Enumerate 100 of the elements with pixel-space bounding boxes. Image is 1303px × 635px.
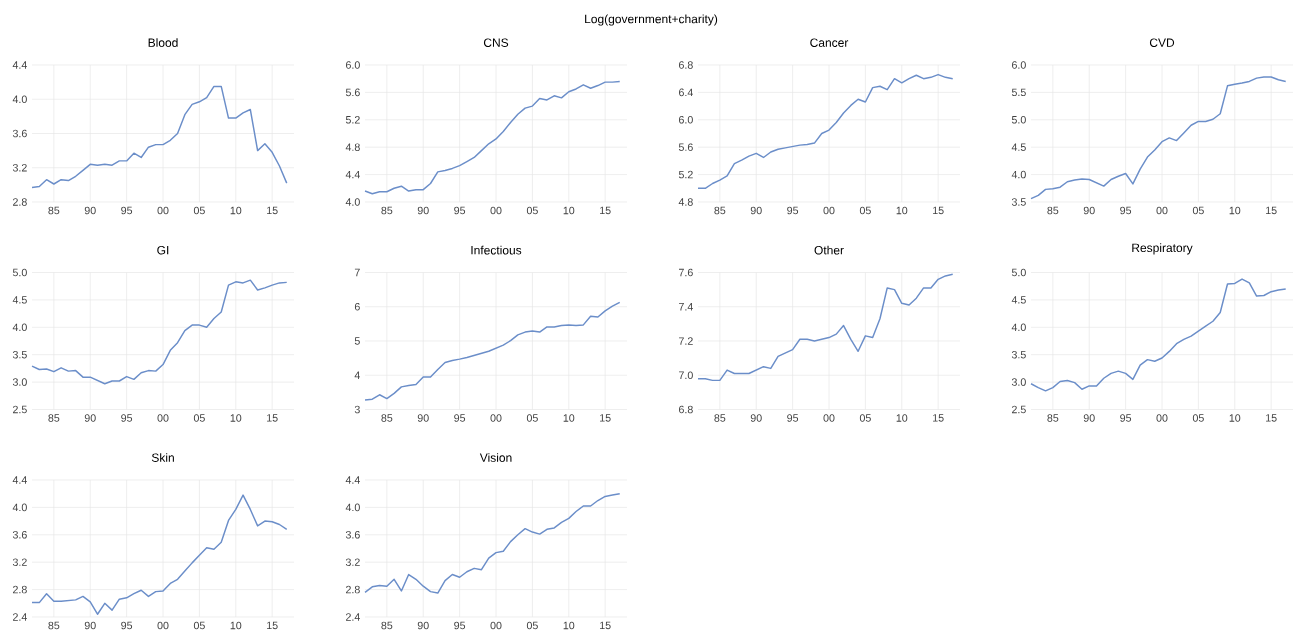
x-tick-label: 85 bbox=[48, 414, 60, 422]
y-tick-label: 6 bbox=[354, 302, 360, 311]
y-tick-label: 5.0 bbox=[12, 268, 27, 277]
x-tick-label: 95 bbox=[121, 414, 133, 422]
x-tick-label: 05 bbox=[193, 206, 205, 215]
y-tick-label: 4.4 bbox=[345, 170, 360, 179]
y-tick-label: 3.0 bbox=[1011, 378, 1026, 386]
x-tick-label: 15 bbox=[600, 414, 611, 422]
x-tick-label: 90 bbox=[1083, 206, 1095, 215]
x-tick-label: 90 bbox=[750, 414, 762, 422]
x-tick-label: 05 bbox=[526, 206, 538, 215]
x-tick-label: 05 bbox=[1192, 206, 1204, 215]
y-tick-label: 4.4 bbox=[345, 476, 360, 484]
x-tick-label: 85 bbox=[48, 206, 60, 215]
x-tick-label: 10 bbox=[896, 414, 908, 422]
x-tick-label: 00 bbox=[490, 414, 502, 422]
x-tick-label: 10 bbox=[1229, 414, 1241, 422]
y-tick-label: 5.0 bbox=[1011, 268, 1026, 277]
y-tick-label: 7 bbox=[354, 268, 360, 277]
x-tick-label: 00 bbox=[157, 621, 169, 630]
chart-title: Vision bbox=[479, 453, 512, 462]
x-tick-label: 10 bbox=[230, 206, 242, 215]
y-tick-label: 4.0 bbox=[12, 95, 27, 104]
x-tick-label: 95 bbox=[121, 621, 133, 630]
x-tick-label: 15 bbox=[267, 414, 278, 422]
y-tick-label: 5.2 bbox=[678, 170, 693, 179]
y-tick-label: 2.4 bbox=[346, 613, 360, 621]
y-tick-label: 5.0 bbox=[1011, 116, 1026, 124]
y-tick-label: 4.0 bbox=[345, 503, 360, 512]
x-tick-label: 05 bbox=[526, 621, 538, 630]
x-tick-label: 10 bbox=[896, 206, 908, 215]
x-tick-label: 15 bbox=[933, 414, 944, 422]
y-tick-label: 4.5 bbox=[12, 296, 27, 304]
x-tick-label: 05 bbox=[193, 621, 205, 630]
y-tick-label: 4.0 bbox=[345, 198, 360, 206]
x-tick-label: 00 bbox=[823, 414, 835, 422]
x-tick-label: 00 bbox=[823, 206, 835, 215]
x-tick-label: 85 bbox=[381, 414, 393, 422]
x-tick-label: 95 bbox=[454, 206, 466, 215]
y-tick-label: 4.0 bbox=[1011, 170, 1026, 179]
x-tick-label: 00 bbox=[1156, 414, 1168, 422]
y-tick-label: 4.0 bbox=[1011, 323, 1026, 332]
y-tick-label: 3.2 bbox=[12, 163, 27, 172]
y-tick-label: 4.5 bbox=[1011, 143, 1026, 151]
x-tick-label: 95 bbox=[121, 206, 133, 215]
x-tick-label: 10 bbox=[230, 621, 242, 630]
y-tick-label: 7.0 bbox=[679, 371, 693, 380]
y-tick-label: 7.4 bbox=[679, 303, 693, 311]
y-tick-label: 2.8 bbox=[13, 585, 27, 594]
y-tick-label: 6.8 bbox=[679, 61, 693, 69]
x-tick-label: 15 bbox=[267, 206, 278, 215]
x-tick-label: 90 bbox=[750, 206, 762, 215]
x-tick-label: 90 bbox=[417, 414, 429, 422]
y-tick-label: 4.4 bbox=[12, 61, 27, 69]
y-tick-label: 3.0 bbox=[12, 378, 27, 386]
y-tick-label: 3 bbox=[354, 405, 360, 414]
x-tick-label: 15 bbox=[1266, 206, 1277, 215]
chart-title: Infectious bbox=[471, 245, 522, 255]
x-tick-label: 95 bbox=[787, 206, 799, 215]
x-tick-label: 10 bbox=[230, 414, 242, 422]
y-tick-label: 3.6 bbox=[12, 531, 27, 539]
y-tick-label: 4.0 bbox=[12, 503, 27, 512]
x-tick-label: 85 bbox=[48, 621, 60, 630]
line-series bbox=[364, 492, 621, 594]
y-tick-label: 4.8 bbox=[345, 143, 360, 151]
y-tick-label: 2.5 bbox=[1012, 405, 1026, 414]
y-tick-label: 4.5 bbox=[1011, 296, 1026, 304]
x-tick-label: 85 bbox=[381, 621, 393, 630]
y-tick-label: 4 bbox=[354, 371, 360, 379]
x-tick-label: 15 bbox=[933, 206, 944, 215]
x-tick-label: 05 bbox=[193, 414, 205, 422]
x-tick-label: 90 bbox=[417, 206, 429, 215]
x-tick-label: 10 bbox=[563, 621, 575, 630]
y-tick-label: 2.8 bbox=[346, 585, 360, 594]
chart-title: GI bbox=[157, 245, 169, 255]
y-tick-label: 4.8 bbox=[678, 198, 693, 206]
line-series bbox=[31, 85, 288, 189]
y-tick-label: 5 bbox=[354, 337, 360, 345]
chart-title: CVD bbox=[1149, 38, 1175, 47]
line-series bbox=[1030, 278, 1287, 392]
x-tick-label: 95 bbox=[787, 414, 799, 422]
chart-title: Cancer bbox=[810, 38, 849, 47]
x-tick-label: 10 bbox=[563, 206, 575, 215]
x-tick-label: 90 bbox=[1083, 414, 1095, 422]
x-tick-label: 95 bbox=[454, 621, 466, 630]
y-tick-label: 7.6 bbox=[679, 268, 693, 277]
x-tick-label: 85 bbox=[714, 206, 726, 215]
x-tick-label: 95 bbox=[454, 414, 466, 422]
chart-title: Skin bbox=[151, 453, 174, 462]
y-tick-label: 3.5 bbox=[1011, 350, 1026, 359]
y-tick-label: 2.4 bbox=[13, 613, 27, 621]
y-tick-label: 3.2 bbox=[12, 558, 27, 566]
x-tick-label: 90 bbox=[84, 414, 96, 422]
y-tick-label: 5.2 bbox=[345, 116, 360, 124]
chart-title: Other bbox=[814, 245, 844, 255]
x-tick-label: 05 bbox=[859, 206, 871, 215]
y-tick-label: 6.0 bbox=[679, 116, 693, 124]
chart-title: Respiratory bbox=[1132, 243, 1193, 255]
x-tick-label: 00 bbox=[157, 206, 169, 215]
y-tick-label: 5.6 bbox=[678, 143, 693, 151]
